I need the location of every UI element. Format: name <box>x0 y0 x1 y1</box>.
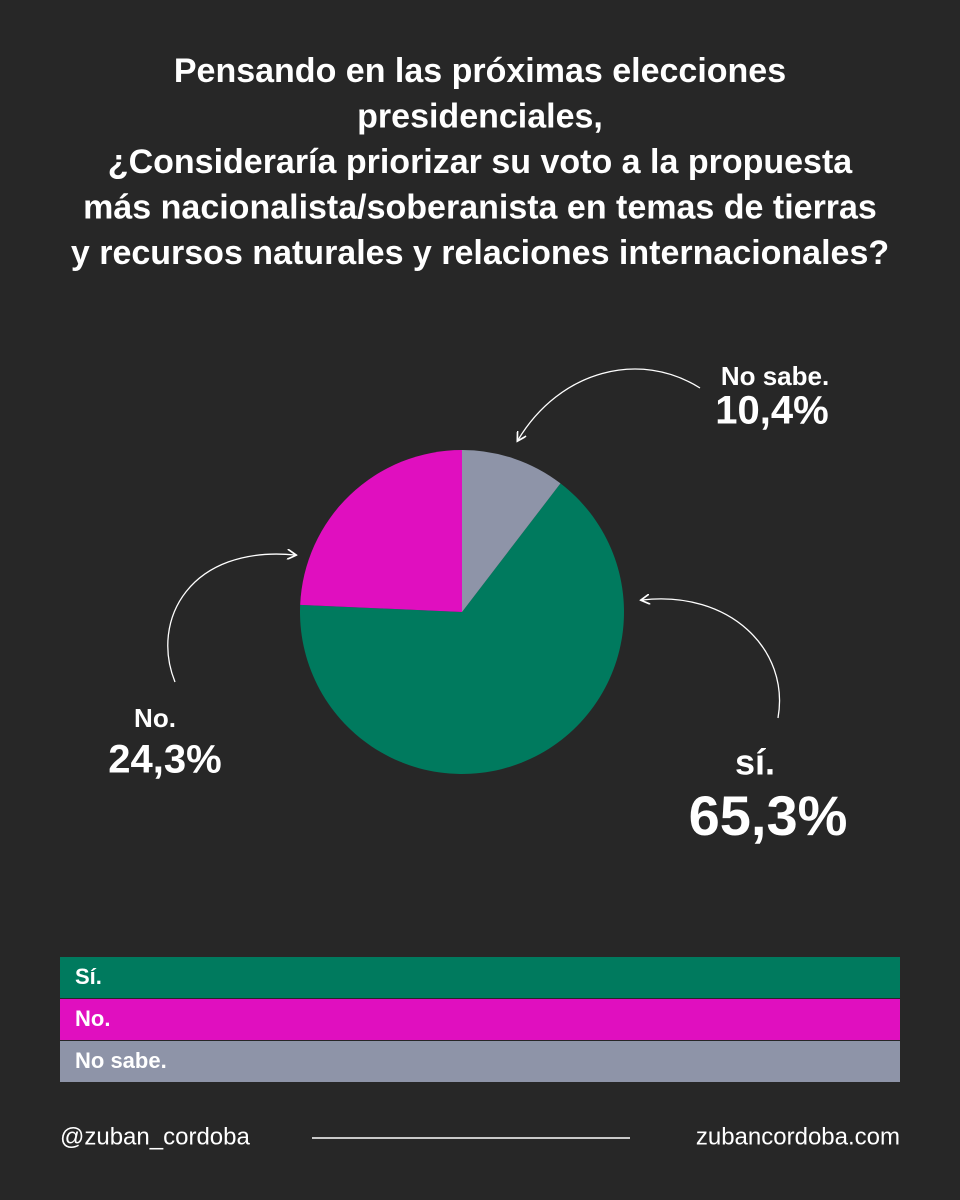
title-line: y recursos naturales y relaciones intern… <box>71 234 889 272</box>
value-label: 65,3% <box>689 784 848 847</box>
pie-slice <box>462 450 561 612</box>
legend-swatch <box>60 957 900 998</box>
title-line: Pensando en las próximas elecciones <box>174 52 786 90</box>
slice-label: sí. <box>735 742 775 783</box>
legend-swatch <box>60 1041 900 1082</box>
slice-label: No sabe. <box>721 361 829 391</box>
title: Pensando en las próximas elecciones presi… <box>71 52 889 272</box>
pie <box>300 449 624 775</box>
value-label: 24,3% <box>108 738 221 782</box>
arrow <box>642 599 781 719</box>
pie-slice <box>300 483 624 775</box>
legend-label: No sabe. <box>75 1048 167 1073</box>
legend: Sí. No. No sabe. <box>60 957 900 1082</box>
pie-slice <box>300 449 462 612</box>
legend-label: No. <box>75 1006 110 1031</box>
slice-label: No. <box>134 703 176 733</box>
arrow <box>167 554 295 683</box>
legend-label: Sí. <box>75 964 102 989</box>
footer-handle: @zuban_cordoba <box>60 1123 250 1150</box>
value-label: 10,4% <box>715 389 828 433</box>
title-line: ¿Consideraría priorizar su voto a la pro… <box>108 143 853 181</box>
title-line: más nacionalista/soberanista en temas de… <box>83 188 877 226</box>
footer-website: zubancordoba.com <box>696 1123 900 1150</box>
legend-swatch <box>60 999 900 1040</box>
title-line: presidenciales, <box>357 97 603 135</box>
arrow <box>518 368 701 440</box>
